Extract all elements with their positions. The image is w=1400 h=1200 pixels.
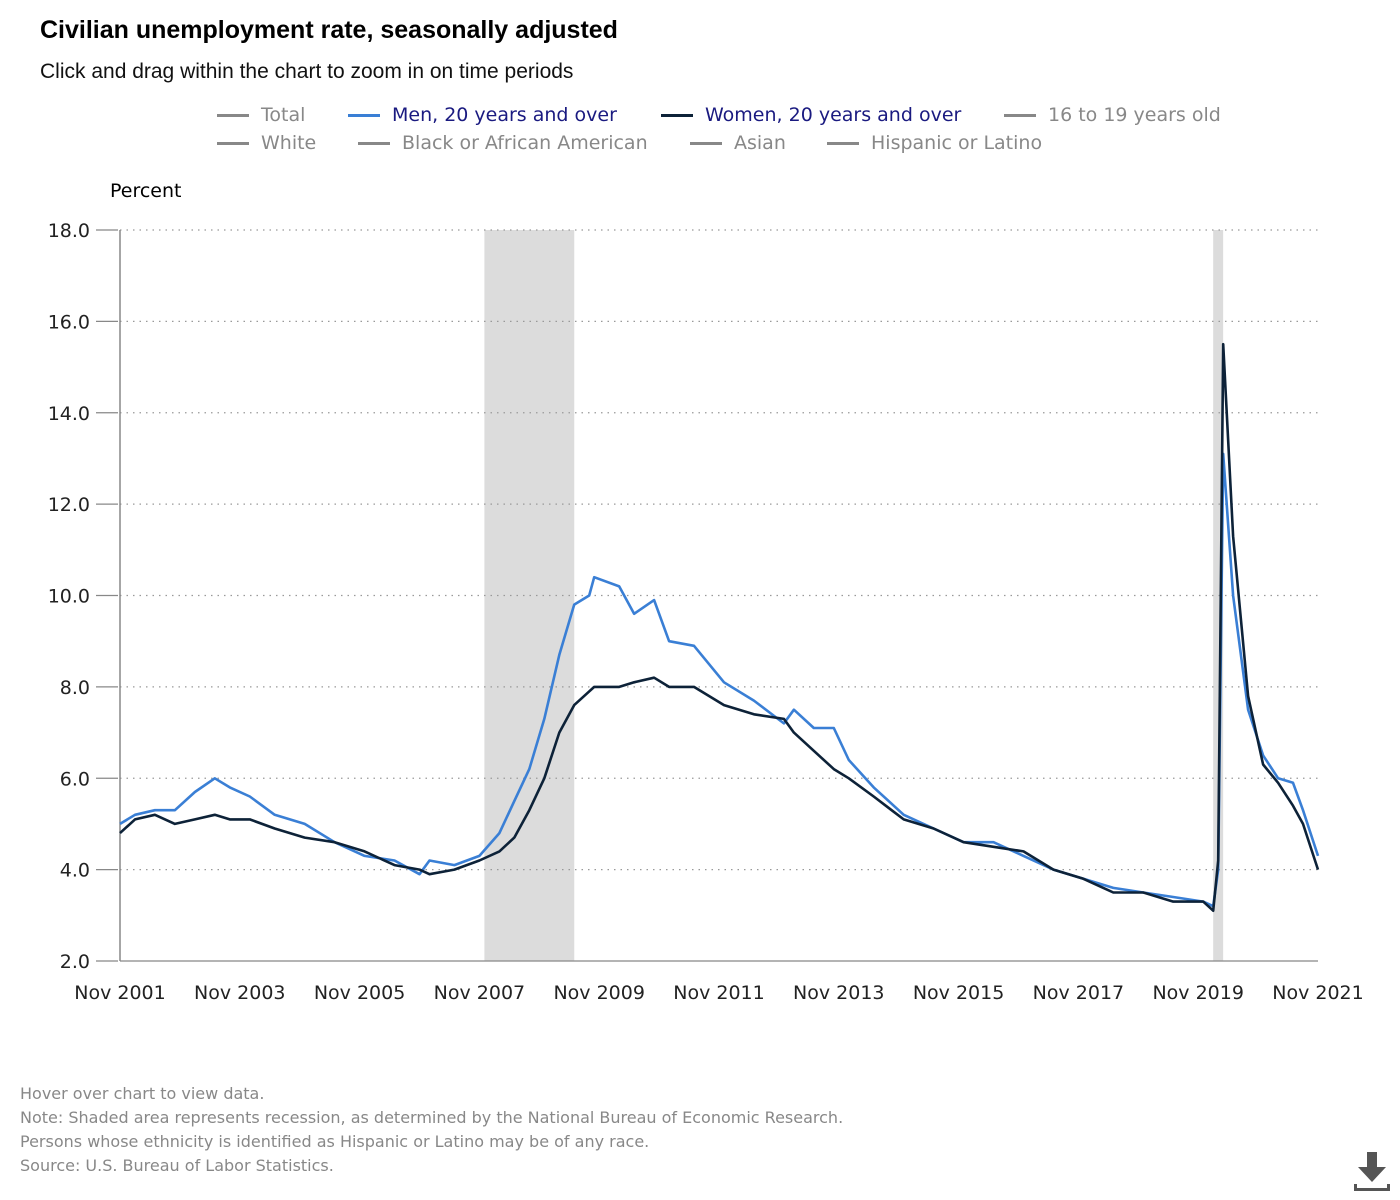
x-tick-label: Nov 2005 — [314, 982, 405, 1004]
series-lines[interactable] — [119, 342, 1320, 912]
legend-item-white[interactable]: White — [217, 132, 316, 154]
legend-swatch — [358, 141, 390, 145]
x-tick-labels: Nov 2001 Nov 2003 Nov 2005 Nov 2007 Nov 2009… — [74, 982, 1363, 1004]
legend-label: Hispanic or Latino — [871, 132, 1043, 154]
legend-label: White — [261, 132, 317, 154]
x-tick-label: Nov 2011 — [673, 982, 764, 1004]
x-tick-label: Nov 2021 — [1272, 982, 1363, 1004]
line-chart[interactable]: 2.0 4.0 6.0 8.0 10.0 12.0 14.0 16.0 18.0 Nov 200… — [0, 0, 1400, 1060]
legend-item-black[interactable]: Black or African American — [358, 132, 648, 154]
legend-row-2: White Black or African American Asian Hi… — [0, 132, 1400, 160]
y-tick-label: 18.0 — [48, 220, 90, 242]
series-line-men[interactable] — [119, 452, 1320, 908]
legend-item-men[interactable]: Men, 20 years and over — [348, 104, 617, 126]
x-tick-label: Nov 2017 — [1033, 982, 1124, 1004]
x-tick-label: Nov 2019 — [1152, 982, 1243, 1004]
note-ethnicity: Persons whose ethnicity is identified as… — [20, 1132, 650, 1151]
y-tick-label: 12.0 — [48, 494, 90, 516]
note-recession: Note: Shaded area represents recession, … — [20, 1108, 844, 1127]
recession-shading — [484, 230, 1224, 961]
legend-item-asian[interactable]: Asian — [690, 132, 786, 154]
legend-label: 16 to 19 years old — [1048, 104, 1221, 126]
legend-item-women[interactable]: Women, 20 years and over — [661, 104, 961, 126]
y-tick-label: 10.0 — [48, 586, 90, 608]
y-tick-label: 2.0 — [60, 951, 90, 973]
series-line-women[interactable] — [119, 342, 1320, 912]
recession-band — [484, 230, 575, 961]
x-tick-label: Nov 2015 — [913, 982, 1004, 1004]
x-tick-label: Nov 2013 — [793, 982, 884, 1004]
legend-item-total[interactable]: Total — [217, 104, 305, 126]
legend-swatch — [1004, 113, 1036, 117]
y-tick-label: 14.0 — [48, 403, 90, 425]
note-source: Source: U.S. Bureau of Labor Statistics. — [20, 1156, 334, 1175]
x-tick-label: Nov 2003 — [194, 982, 285, 1004]
gridlines — [120, 229, 1318, 871]
legend-row-1: Total Men, 20 years and over Women, 20 y… — [0, 104, 1400, 132]
y-tick-label: 8.0 — [60, 677, 90, 699]
y-tick-label: 16.0 — [48, 311, 90, 333]
legend-swatch — [217, 141, 249, 145]
x-tick-label: Nov 2007 — [434, 982, 525, 1004]
chart-subtitle: Click and drag within the chart to zoom … — [40, 60, 574, 83]
legend-label: Asian — [734, 132, 786, 154]
legend-swatch — [827, 141, 859, 145]
y-tick-labels: 2.0 4.0 6.0 8.0 10.0 12.0 14.0 16.0 18.0 — [48, 220, 118, 973]
download-icon[interactable] — [1352, 1150, 1392, 1192]
legend-label: Women, 20 years and over — [705, 104, 962, 126]
axes — [119, 230, 1318, 962]
chart-title: Civilian unemployment rate, seasonally a… — [40, 16, 618, 44]
recession-band — [1213, 230, 1224, 961]
legend-swatch — [348, 113, 380, 117]
y-axis-label: Percent — [110, 180, 182, 202]
x-tick-label: Nov 2001 — [74, 982, 165, 1004]
x-tick-label: Nov 2009 — [553, 982, 644, 1004]
chart-notes: Hover over chart to view data. Note: Sha… — [20, 1082, 843, 1178]
legend-swatch — [690, 141, 722, 145]
legend-label: Men, 20 years and over — [392, 104, 617, 126]
y-tick-label: 6.0 — [60, 768, 90, 790]
legend-swatch — [217, 113, 249, 117]
legend-label: Black or African American — [402, 132, 648, 154]
legend-label: Total — [261, 104, 306, 126]
note-hover: Hover over chart to view data. — [20, 1084, 265, 1103]
legend-item-hispanic[interactable]: Hispanic or Latino — [827, 132, 1042, 154]
y-tick-label: 4.0 — [60, 860, 90, 882]
legend-swatch — [661, 113, 693, 117]
legend-item-16-19[interactable]: 16 to 19 years old — [1004, 104, 1221, 126]
